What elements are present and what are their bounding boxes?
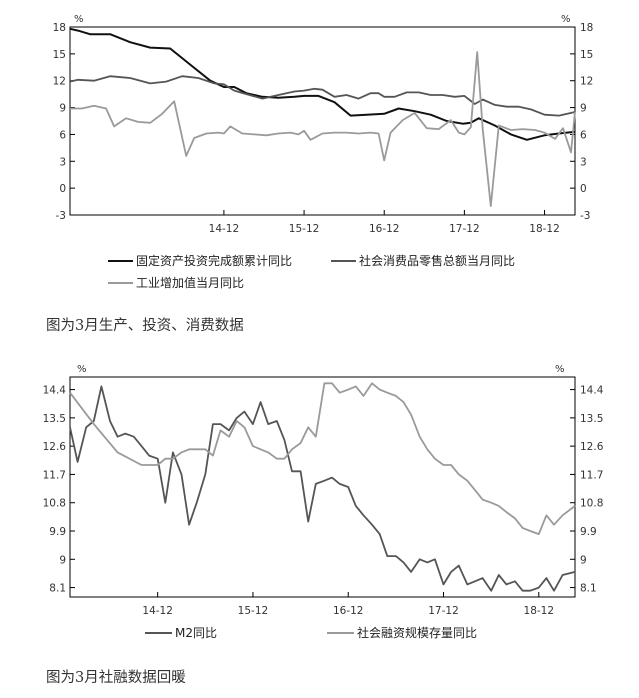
plot-frame [69,376,576,598]
x-tick-label: 17-12 [428,605,459,617]
y-tick-label-right: 9 [580,554,587,566]
y-tick-label-left: 9.9 [49,526,66,538]
y-axis-right: 14.4 13.5 12.6 11.7 10.8 9.9 9 8.1 [570,385,604,595]
x-axis: 14-12 15-12 16-12 17-12 18-12 [142,592,554,617]
y-tick-label-right: -3 [580,210,590,222]
y-tick-label-right: 13.5 [580,413,603,425]
x-tick-label: 15-12 [289,223,320,235]
series-line-0 [69,27,576,141]
y-tick-label-left: 9 [59,103,66,115]
y-tick-label-right: 12 [580,76,593,88]
unit-right-label: % [555,364,565,375]
y-tick-label-right: 6 [580,129,587,141]
x-tick-label: 16-12 [369,223,400,235]
y-tick-label-right: 14.4 [580,385,604,397]
y-tick-label-right: 9.9 [580,526,597,538]
series-line-1 [69,75,576,117]
x-tick-label: 16-12 [333,605,364,617]
series-line-1 [69,382,576,536]
y-tick-label-left: 12.6 [43,441,67,453]
legend-label-tsf: 社会融资规模存量同比 [357,625,477,640]
caption-chart-1: 图为3月生产、投资、消费数据 [46,318,244,334]
chart-social-financing-m2: 14.4 13.5 12.6 11.7 10.8 9.9 9 8.1 14.4 13.5 12.6… [43,364,604,640]
series-line-2 [70,51,576,207]
legend-label-retail: 社会消费品零售总额当月同比 [359,253,515,268]
y-tick-label-left: 18 [53,22,66,34]
legend-label-fai: 固定资产投资完成额累计同比 [136,253,292,268]
plot-frame [69,26,576,216]
y-tick-label-left: 6 [59,129,66,141]
y-axis-left: 14.4 13.5 12.6 11.7 10.8 9.9 9 8.1 [43,385,75,595]
legend-label-m2: M2同比 [175,626,217,640]
x-tick-label: 18-12 [529,223,560,235]
y-tick-label-left: 13.5 [43,413,66,425]
x-axis: 14-12 15-12 16-12 17-12 18-12 [209,210,560,235]
y-axis-right: 18 15 12 9 6 3 0 -3 [570,22,593,222]
y-tick-label-right: 15 [580,49,593,61]
unit-left-label: % [74,14,84,25]
series-line-0 [69,385,576,592]
y-tick-label-right: 10.8 [580,498,603,510]
legend-label-industrial: 工业增加值当月同比 [136,275,244,290]
caption-chart-2: 图为3月社融数据回暖 [46,670,186,686]
y-tick-label-right: 0 [580,183,587,195]
y-tick-label-right: 3 [580,156,587,168]
chart-production-investment-consumption: 18 15 12 9 6 3 0 -3 18 15 12 9 6 3 0 -3 14-12 15-12 16-1… [53,14,594,290]
x-tick-label: 14-12 [142,605,173,617]
x-tick-label: 15-12 [238,605,269,617]
series-lines [69,382,576,592]
y-tick-label-left: 15 [53,49,66,61]
y-tick-label-left: 12 [53,76,66,88]
x-tick-label: 14-12 [209,223,240,235]
y-tick-label-left: 11.7 [43,469,66,481]
y-axis-left: 18 15 12 9 6 3 0 -3 [53,22,75,222]
unit-left-label: % [77,364,87,375]
legend: M2同比 社会融资规模存量同比 [145,625,477,640]
y-tick-label-left: 3 [59,156,66,168]
y-tick-label-left: 0 [59,183,66,195]
y-tick-label-right: 18 [580,22,593,34]
y-tick-label-right: 8.1 [580,583,597,595]
legend: 固定资产投资完成额累计同比 社会消费品零售总额当月同比 工业增加值当月同比 [108,253,515,290]
y-tick-label-left: -3 [56,210,66,222]
y-tick-label-right: 9 [580,103,587,115]
y-tick-label-right: 12.6 [580,441,604,453]
y-tick-label-left: 14.4 [43,385,67,397]
unit-right-label: % [561,14,571,25]
y-tick-label-left: 8.1 [49,583,66,595]
series-lines [69,27,576,207]
y-tick-label-left: 9 [59,554,66,566]
x-tick-label: 18-12 [524,605,555,617]
y-tick-label-right: 11.7 [580,469,603,481]
x-tick-label: 17-12 [449,223,480,235]
y-tick-label-left: 10.8 [43,498,66,510]
